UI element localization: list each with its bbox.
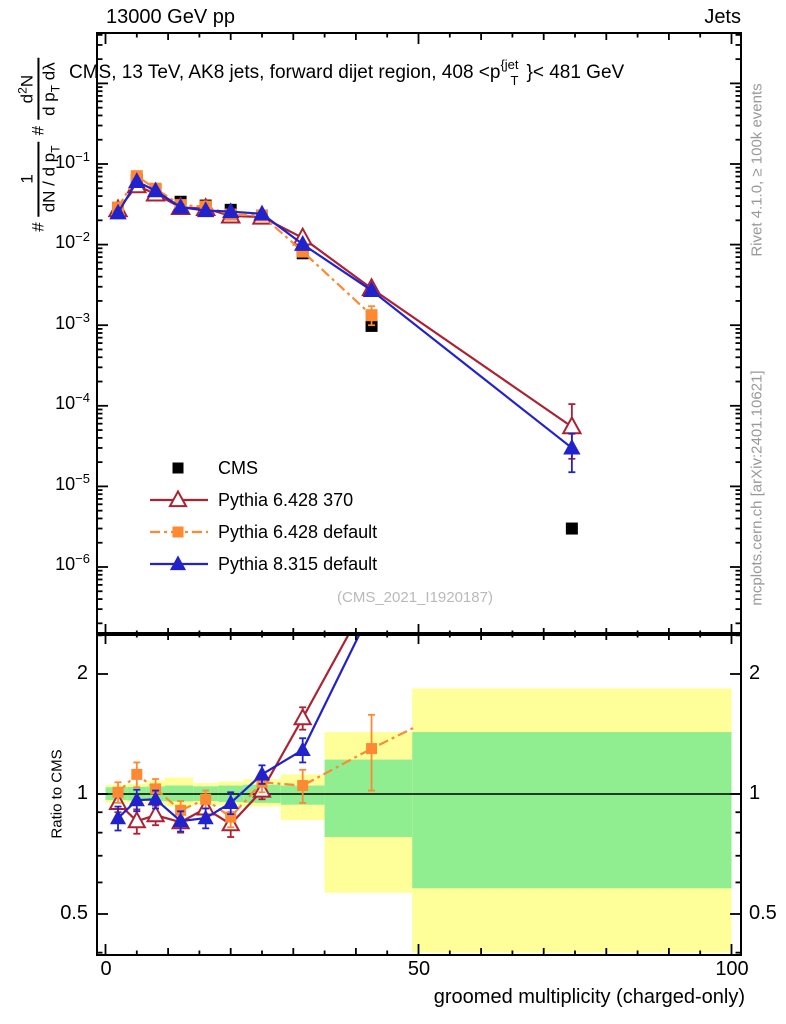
ytick-1e-4: 10−4 [55,390,90,413]
ratio-ytick-05-right: 0.5 [749,902,777,924]
xtick-50: 50 [407,958,431,980]
analysis-id-watermark: (CMS_2021_I1920187) [337,589,493,606]
legend-item-pythia8-default: Pythia 8.315 default [148,548,377,580]
hash-symbol: # [28,222,47,232]
plot-title-superscript: {jet [500,57,519,72]
ytick-1e-5: 10−5 [55,471,90,494]
x-axis-label: groomed multiplicity (charged-only) [433,986,745,1008]
legend-item-pythia6-370: Pythia 6.428 370 [148,484,377,516]
legend: CMS Pythia 6.428 370 Pythia 6.428 defaul… [148,452,377,580]
ratio-ytick-2-left: 2 [76,662,88,684]
ytick-1e-3: 10−3 [55,310,90,333]
pythia8-default-marker-sample [150,555,208,571]
plot-title: CMS, 13 TeV, AK8 jets, forward dijet reg… [69,57,625,88]
rivet-version-note: Rivet 4.1.0, ≥ 100k events [748,83,766,257]
legend-label: CMS [218,457,258,478]
legend-label: Pythia 8.315 default [218,553,378,574]
ratio-ytick-1-left: 1 [76,782,88,804]
ytick-1e-2: 10−2 [55,229,90,252]
fraction-two: d2N d pT dλ [15,58,62,120]
beam-energy-label: 13000 GeV pp [106,6,235,28]
fraction-two-numerator: d2N [15,74,37,104]
ytick-1e-6: 10−6 [55,551,90,574]
plot-title-end: }< 481 GeV [526,62,625,83]
ratio-ytick-2-right: 2 [749,662,761,684]
legend-item-pythia6-default: Pythia 6.428 default [148,516,377,548]
main-y-axis-label-content: #1 dN / d pT # d2N d pT dλ [15,58,62,232]
fraction-two-denominator: d pT dλ [37,58,62,120]
legend-item-cms: CMS [148,452,377,484]
plot-title-main: CMS, 13 TeV, AK8 jets, forward dijet reg… [69,62,501,83]
xtick-100: 100 [715,958,749,980]
xtick-0: 0 [100,958,112,980]
ratio-ytick-05-left: 0.5 [60,902,88,924]
pythia6-370-marker-sample [150,489,208,508]
hash-symbol-2: # [28,125,47,136]
legend-label: Pythia 6.428 370 [218,489,354,510]
pythia6-default-marker-sample [150,526,208,538]
plot-title-subscript: T [510,73,519,88]
legend-label: Pythia 6.428 default [218,521,378,542]
cms-marker-sample [172,462,184,474]
ytick-1e-1: 10−1 [55,149,90,172]
analysis-group-label: Jets [704,6,741,28]
ratio-ytick-1-right: 1 [749,782,761,804]
main-y-axis-label: #1 dN / d pT # d2N d pT dλ [8,25,68,265]
mcplots-credit-note: mcplots.cern.ch [arXiv:2401.10621] [748,369,766,606]
